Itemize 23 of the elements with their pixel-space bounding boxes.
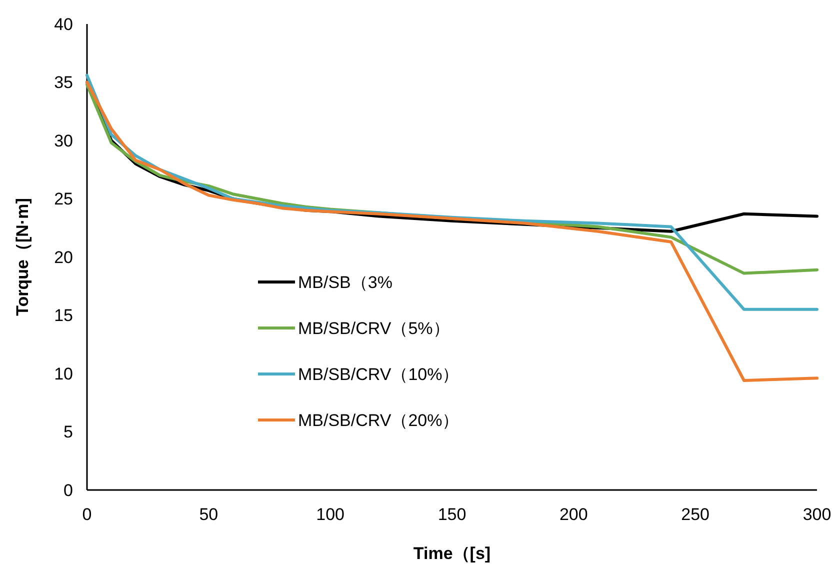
y-tick-label: 0: [64, 480, 73, 500]
legend-label: MB/SB/CRV（20%）: [298, 410, 460, 430]
y-tick-label: 15: [54, 306, 73, 326]
legend-label: MB/SB/CRV（10%）: [298, 364, 460, 384]
x-tick-label: 300: [802, 505, 832, 524]
y-tick-label: 5: [64, 422, 73, 442]
x-tick-label: 150: [438, 505, 466, 524]
legend-label: MB/SB（3%: [298, 272, 392, 292]
y-tick-label: 35: [54, 73, 73, 92]
x-tick-label: 0: [82, 505, 92, 524]
y-tick-label: 10: [54, 364, 73, 384]
y-tick-label: 40: [54, 14, 73, 34]
x-axis-title: Time（[s]: [413, 544, 491, 563]
x-tick-label: 200: [559, 505, 588, 524]
y-axis-title: Torque（[N·m]: [13, 198, 32, 316]
y-tick-label: 25: [54, 190, 73, 209]
y-tick-label: 20: [54, 248, 73, 267]
line-series: [86, 80, 818, 382]
y-tick-label: 30: [54, 131, 73, 150]
x-tick-label: 250: [681, 505, 710, 524]
legend-label: MB/SB/CRV（5%）: [298, 318, 450, 338]
x-tick-label: 50: [199, 505, 218, 524]
x-tick-label: 100: [316, 505, 345, 524]
